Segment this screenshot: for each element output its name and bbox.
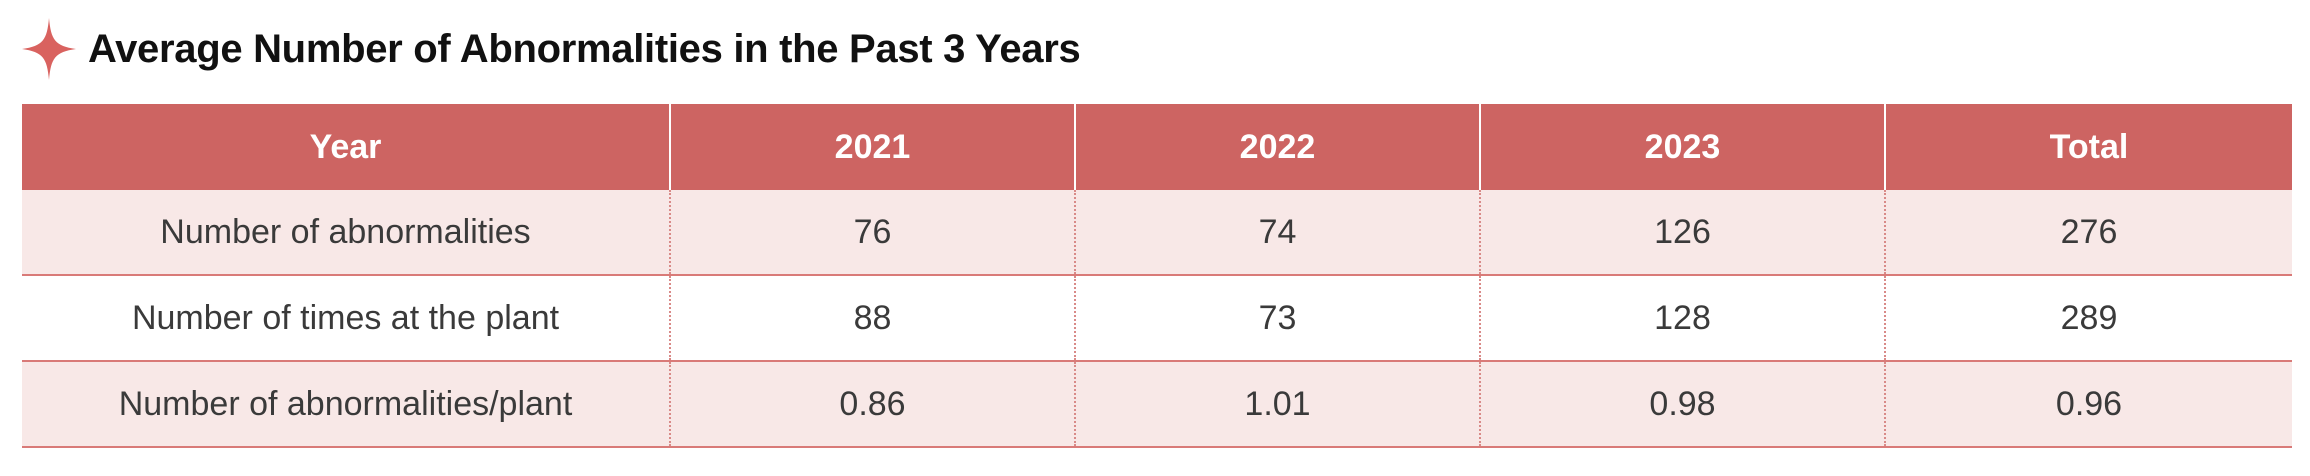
table-cell: 73 xyxy=(1074,275,1480,362)
table-header-row: Year 2021 2022 2023 Total xyxy=(22,104,2292,190)
table-cell: 88 xyxy=(669,275,1075,362)
row-label: Number of abnormalities xyxy=(22,190,670,276)
table-cell: 276 xyxy=(1884,190,2292,276)
table-cell: 0.96 xyxy=(1884,361,2292,448)
column-header-total: Total xyxy=(1884,104,2292,190)
table-row: Number of times at the plant 88 73 128 2… xyxy=(22,275,2292,362)
table-cell: 0.86 xyxy=(669,361,1075,448)
column-header-2021: 2021 xyxy=(669,104,1076,190)
table-cell: 289 xyxy=(1884,275,2292,362)
row-label: Number of abnormalities/plant xyxy=(22,361,670,448)
section-header: Average Number of Abnormalities in the P… xyxy=(22,18,1081,80)
column-header-2023: 2023 xyxy=(1479,104,1886,190)
table-row: Number of abnormalities/plant 0.86 1.01 … xyxy=(22,361,2292,448)
table-cell: 0.98 xyxy=(1479,361,1885,448)
table-cell: 128 xyxy=(1479,275,1885,362)
column-header-2022: 2022 xyxy=(1074,104,1481,190)
table-cell: 76 xyxy=(669,190,1075,276)
row-label: Number of times at the plant xyxy=(22,275,670,362)
table-cell: 126 xyxy=(1479,190,1885,276)
column-header-year: Year xyxy=(22,104,671,190)
abnormalities-table: Year 2021 2022 2023 Total Number of abno… xyxy=(22,104,2292,448)
sparkle-icon xyxy=(22,18,76,80)
table-cell: 74 xyxy=(1074,190,1480,276)
table-cell: 1.01 xyxy=(1074,361,1480,448)
table-row: Number of abnormalities 76 74 126 276 xyxy=(22,190,2292,276)
page-title: Average Number of Abnormalities in the P… xyxy=(88,26,1081,71)
